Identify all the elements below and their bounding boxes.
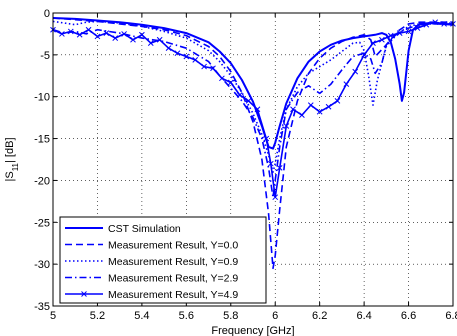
series-marker: [316, 108, 323, 115]
legend-box: [59, 216, 267, 304]
x-tick-label: 6.2: [312, 310, 327, 322]
y-tick-label: -35: [34, 301, 50, 313]
series-marker: [183, 53, 190, 60]
series-marker: [299, 112, 305, 118]
series-marker: [201, 63, 207, 70]
legend-label-2: Measurement Result, Y=0.9: [108, 256, 238, 268]
series-marker: [267, 160, 274, 167]
series-marker: [76, 31, 83, 38]
series-marker: [236, 92, 243, 98]
series-line-3: [52, 23, 453, 198]
legend-label-0: CST Simulation: [108, 223, 181, 235]
y-axis-label: |S11| [dB]: [4, 138, 20, 182]
x-tick-label: 6: [272, 310, 278, 322]
data-series: [50, 17, 456, 270]
series-marker: [432, 19, 439, 26]
series-marker: [103, 30, 110, 36]
series-marker: [414, 25, 421, 31]
y-axis-label-subscript: 11: [11, 162, 20, 171]
series-marker: [254, 106, 261, 113]
series-marker: [405, 28, 412, 35]
series-marker: [210, 65, 216, 72]
series-marker: [379, 36, 385, 43]
series-marker: [156, 36, 163, 43]
x-tick-label: 6.6: [401, 310, 416, 322]
y-tick-label: -25: [34, 217, 50, 229]
x-tick-label: 5: [50, 310, 56, 322]
series-marker: [94, 33, 101, 40]
series-marker: [130, 36, 136, 43]
series-marker: [147, 40, 154, 46]
x-tick-label: 6.4: [356, 310, 371, 322]
series-marker: [174, 50, 181, 57]
y-tick-label: -30: [34, 259, 50, 271]
series-marker: [192, 57, 199, 63]
series-marker: [139, 31, 145, 38]
x-axis-label: Frequency [GHz]: [211, 325, 294, 336]
series-marker: [396, 30, 403, 36]
series-marker: [276, 165, 283, 171]
series-line-0: [52, 17, 454, 150]
y-tick-label: -15: [34, 134, 50, 146]
y-tick-label: -10: [34, 92, 50, 104]
series-marker: [263, 135, 270, 142]
series-marker: [290, 106, 296, 113]
series-marker: [219, 75, 225, 82]
series-marker: [165, 45, 172, 52]
series-marker: [423, 21, 430, 28]
series-line-1: [52, 17, 453, 270]
y-axis-label-main: |S: [4, 171, 16, 181]
x-tick-label: 5.6: [179, 310, 194, 322]
legend: CST Simulation Measurement Result, Y=0.0 M…: [59, 216, 267, 304]
series-marker: [343, 81, 350, 88]
series-line-4: [52, 21, 453, 198]
y-tick-label: 0: [44, 8, 50, 20]
series-marker: [307, 102, 314, 108]
legend-marker: [81, 291, 87, 297]
plot-frame: [52, 12, 454, 307]
series-marker: [361, 52, 367, 58]
y-axis-label-tail: | [dB]: [4, 138, 16, 163]
series-marker: [352, 68, 359, 75]
y-tick-label: -5: [40, 50, 50, 62]
series-marker: [325, 103, 332, 110]
series-marker: [85, 26, 92, 33]
x-tick-label: 5.4: [134, 310, 149, 322]
legend-label-3: Measurement Result, Y=2.9: [108, 273, 238, 285]
series-marker: [245, 98, 252, 104]
x-tick-label: 5.2: [90, 310, 105, 322]
series-marker: [334, 98, 341, 104]
legend-label-1: Measurement Result, Y=0.0: [108, 240, 238, 252]
x-tick-label: 6.8: [445, 310, 457, 322]
series-marker: [67, 28, 74, 35]
series-marker: [283, 123, 290, 129]
y-tick-label: -20: [34, 175, 50, 187]
series-marker: [227, 79, 234, 86]
axis-ticks: 5 5.2 5.4 5.6 5.8 6 6.2 6.4 6.6 6.8 0 -5 -10 -15 -20 -2…: [34, 8, 457, 322]
series-marker: [441, 21, 447, 27]
series-marker: [387, 32, 394, 39]
series-marker: [370, 40, 376, 46]
series-marker: [272, 194, 279, 201]
series-marker: [112, 35, 119, 41]
x-tick-label: 5.8: [223, 310, 238, 322]
series-marker: [59, 31, 65, 37]
series-marker: [121, 31, 127, 37]
legend-label-4: Measurement Result, Y=4.9: [108, 289, 238, 301]
